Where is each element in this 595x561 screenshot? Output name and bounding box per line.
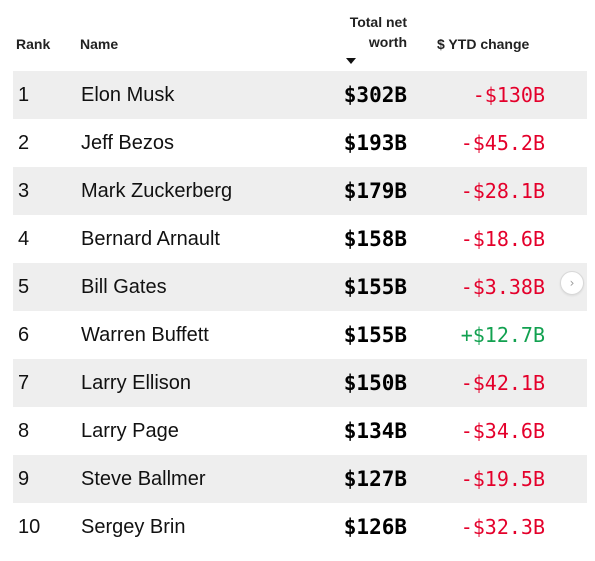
name-cell: Bernard Arnault: [81, 228, 220, 250]
net-worth-cell: $126B: [343, 515, 407, 539]
rank-cell: 4: [18, 228, 30, 250]
ytd-change-cell: -$34.6B: [460, 419, 545, 443]
scroll-right-button[interactable]: ›: [560, 271, 584, 295]
net-worth-cell: $127B: [343, 467, 407, 491]
billionaires-table: Rank Name Total net worth $ YTD change 1…: [13, 0, 587, 551]
column-header-net-worth-line1: Total net: [349, 14, 407, 30]
column-header-net-worth[interactable]: Total net worth: [317, 12, 407, 52]
name-cell: Bill Gates: [81, 276, 167, 298]
name-cell: Larry Page: [81, 420, 179, 442]
column-header-rank[interactable]: Rank: [16, 36, 51, 52]
rank-cell: 10: [18, 516, 41, 538]
name-cell: Elon Musk: [81, 84, 175, 106]
net-worth-cell: $134B: [343, 419, 407, 443]
ytd-change-cell: -$28.1B: [460, 179, 545, 203]
ytd-change-cell: -$32.3B: [460, 515, 545, 539]
rank-cell: 9: [18, 468, 30, 490]
rank-cell: 2: [18, 132, 30, 154]
table-row[interactable]: 7 Larry Ellison $150B -$42.1B: [13, 359, 587, 407]
ytd-change-cell: +$12.7B: [460, 323, 545, 347]
table-row[interactable]: 4 Bernard Arnault $158B -$18.6B: [13, 215, 587, 263]
rank-cell: 5: [18, 276, 30, 298]
table-row[interactable]: 2 Jeff Bezos $193B -$45.2B: [13, 119, 587, 167]
ytd-change-cell: -$18.6B: [460, 227, 545, 251]
table-row[interactable]: 6 Warren Buffett $155B +$12.7B: [13, 311, 587, 359]
column-header-ytd-change[interactable]: $ YTD change: [437, 36, 530, 52]
name-cell: Mark Zuckerberg: [81, 180, 233, 202]
table-row[interactable]: 3 Mark Zuckerberg $179B -$28.1B: [13, 167, 587, 215]
table-body: 1 Elon Musk $302B -$130B 2 Jeff Bezos $193B -$4…: [13, 71, 587, 551]
ytd-change-cell: -$42.1B: [460, 371, 545, 395]
column-header-net-worth-line2: worth: [368, 34, 407, 50]
net-worth-cell: $179B: [343, 179, 407, 203]
net-worth-cell: $193B: [343, 131, 407, 155]
table-row[interactable]: 9 Steve Ballmer $127B -$19.5B: [13, 455, 587, 503]
table-header: Rank Name Total net worth $ YTD change: [13, 0, 587, 71]
column-header-name[interactable]: Name: [80, 36, 119, 52]
name-cell: Warren Buffett: [81, 324, 209, 346]
rank-cell: 8: [18, 420, 30, 442]
net-worth-cell: $150B: [343, 371, 407, 395]
table-row[interactable]: 8 Larry Page $134B -$34.6B: [13, 407, 587, 455]
rank-cell: 7: [18, 372, 30, 394]
table-row[interactable]: 1 Elon Musk $302B -$130B: [13, 71, 587, 119]
net-worth-cell: $155B: [343, 323, 407, 347]
name-cell: Steve Ballmer: [81, 468, 206, 490]
net-worth-cell: $302B: [343, 83, 407, 107]
rank-cell: 6: [18, 324, 30, 346]
chevron-right-icon: ›: [569, 276, 575, 290]
rank-cell: 3: [18, 180, 30, 202]
table-row[interactable]: 5 Bill Gates $155B -$3.38B: [13, 263, 587, 311]
sort-descending-icon[interactable]: [346, 58, 356, 64]
rank-cell: 1: [18, 84, 30, 106]
ytd-change-cell: -$3.38B: [460, 275, 545, 299]
name-cell: Larry Ellison: [81, 372, 192, 394]
ytd-change-cell: -$130B: [472, 83, 545, 107]
ytd-change-cell: -$19.5B: [460, 467, 545, 491]
name-cell: Sergey Brin: [81, 516, 186, 538]
net-worth-cell: $155B: [343, 275, 407, 299]
ytd-change-cell: -$45.2B: [460, 131, 545, 155]
net-worth-cell: $158B: [343, 227, 407, 251]
name-cell: Jeff Bezos: [81, 132, 175, 154]
table-row[interactable]: 10 Sergey Brin $126B -$32.3B: [13, 503, 587, 551]
